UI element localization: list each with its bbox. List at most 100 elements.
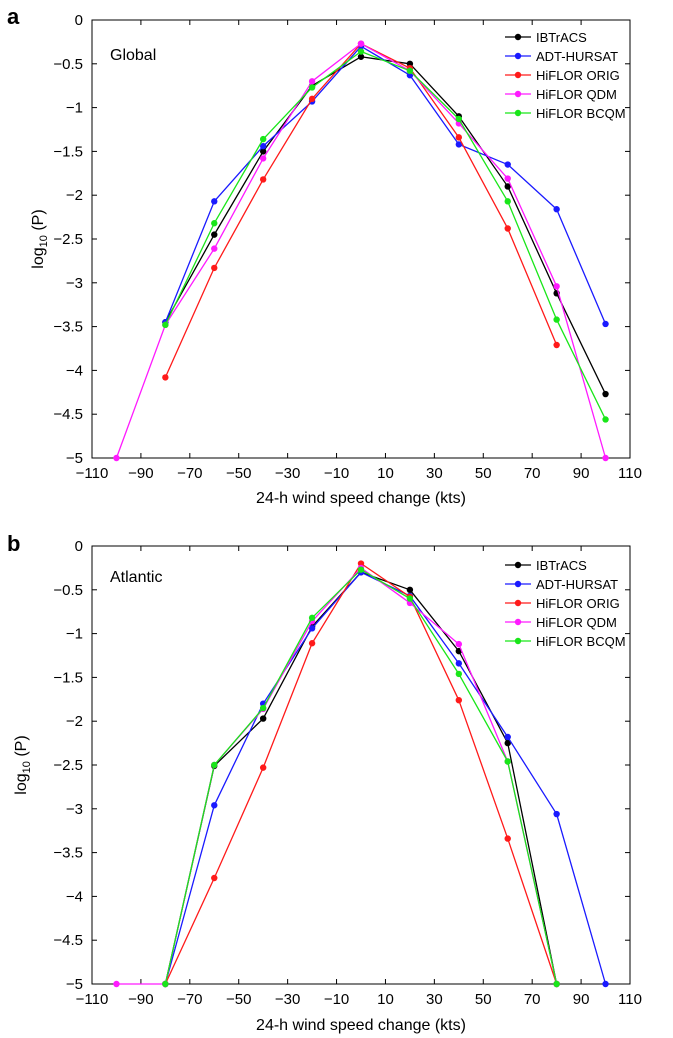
panel-b-legend-label-adt-hursat: ADT-HURSAT — [536, 577, 618, 592]
panel-b-data-point-hiflor-bcqm — [553, 980, 560, 988]
panel-a-data-point-ibtracs — [259, 148, 267, 155]
panel-b-data-point-ibtracs — [406, 586, 414, 593]
panel-a-legend-label-hiflor-qdm: HiFLOR QDM — [536, 87, 617, 102]
panel-b-data-point-adt-hursat — [602, 980, 609, 988]
panel-a-legend-label-ibtracs: IBTrACS — [536, 30, 587, 45]
panel-b-series-line-ibtracs — [164, 571, 558, 985]
panel-a-data-point-hiflor-qdm — [602, 454, 609, 462]
panel-b-x-tick-label: 90 — [573, 991, 590, 1008]
panel-b-legend-marker-adt-hursat — [514, 580, 522, 588]
panel-a-legend-marker-adt-hursat — [514, 52, 522, 60]
panel-b-data-point-hiflor-orig — [259, 764, 267, 771]
panel-b-data-point-hiflor-qdm — [113, 980, 120, 988]
panel-a-x-tick-label: 10 — [377, 465, 394, 482]
panel-b-x-tick-label: 70 — [524, 991, 541, 1008]
panel-a-data-point-ibtracs — [504, 183, 511, 190]
panel-a-data-point-hiflor-orig — [553, 341, 560, 349]
panel-a-data-point-adt-hursat — [602, 320, 609, 328]
panel-b-y-tick-label: −0.5 — [53, 582, 83, 599]
panel-b-y-tick-label: −4.5 — [53, 932, 83, 949]
panel-a-data-point-hiflor-bcqm — [553, 316, 560, 323]
panel-a-data-point-adt-hursat — [259, 142, 267, 150]
panel-a-series-hiflor-bcqm — [162, 48, 609, 423]
panel-a-data-point-hiflor-bcqm — [259, 135, 267, 143]
panel-b-series-ibtracs — [162, 569, 560, 988]
panel-b-data-point-ibtracs — [504, 739, 511, 747]
panel-b-series-adt-hursat — [162, 569, 609, 988]
panel-a-data-point-hiflor-bcqm — [211, 220, 218, 227]
panel-a-data-point-hiflor-qdm — [308, 78, 316, 85]
panel-a-x-tick-label: −70 — [177, 465, 202, 482]
panel-a-data-point-adt-hursat — [406, 71, 414, 79]
panel-b-x-tick-label: −110 — [76, 991, 109, 1008]
panel-b-legend-marker-hiflor-bcqm — [514, 637, 522, 645]
panel-a-data-point-adt-hursat — [504, 161, 511, 168]
panel-b-legend-label-hiflor-bcqm: HiFLOR BCQM — [536, 634, 626, 649]
panel-b-data-point-adt-hursat — [211, 802, 218, 809]
panel-a-y-tick-label: −5 — [66, 450, 83, 467]
panel-a-plot-frame — [91, 19, 631, 459]
panel-b-y-tick-label: −2 — [66, 713, 83, 730]
panel-a-data-point-adt-hursat — [211, 198, 218, 205]
panel-a-series-hiflor-qdm — [113, 40, 609, 462]
panel-a-data-point-hiflor-bcqm — [308, 84, 316, 91]
panel-b-letter: b — [7, 531, 20, 556]
panel-a-data-point-hiflor-bcqm — [504, 198, 511, 205]
panel-a-y-tick-label: −3.5 — [53, 319, 83, 336]
panel-a-x-tick-label: 110 — [618, 465, 642, 482]
panel-b-x-tick-label: −70 — [177, 991, 202, 1008]
panel-b-data-point-hiflor-orig — [504, 835, 511, 842]
panel-b-x-axis-label: 24-h wind speed change (kts) — [256, 1017, 466, 1034]
panel-b-legend-marker-ibtracs — [514, 561, 522, 569]
panel-b-data-point-hiflor-orig — [455, 696, 463, 704]
panel-a-x-tick-label: −90 — [128, 465, 153, 482]
panel-a-legend-marker-hiflor-qdm — [514, 90, 522, 98]
panel-a-x-tick-label: 30 — [426, 465, 443, 482]
panel-a-data-point-hiflor-qdm — [113, 454, 120, 462]
panel-b-legend-marker-hiflor-orig — [514, 599, 522, 607]
panel-a-legend: IBTrACS ADT-HURSAT HiFLOR ORIG HiFLOR QDM Hi… — [505, 30, 626, 121]
panel-a-y-tick-label: −2.5 — [53, 231, 83, 248]
panel-a-data-point-hiflor-orig — [455, 134, 463, 141]
panel-a-data-point-ibtracs — [211, 231, 218, 238]
panel-a-x-tick-label: −30 — [275, 465, 300, 482]
chart-panel-a: −110 −90 −70 −50 −30 −10 10 30 50 70 90 110 0 −0.5 −1 −… — [30, 12, 642, 507]
panel-b-x-tick-label: 110 — [618, 991, 642, 1008]
panel-b-legend-marker-hiflor-qdm — [514, 618, 522, 626]
panel-b-y-tick-label: −2.5 — [53, 757, 83, 774]
panel-b-x-tick-label: −10 — [324, 991, 349, 1008]
panel-a-data-point-hiflor-orig — [308, 95, 316, 103]
panel-b-data-point-hiflor-bcqm — [357, 566, 365, 573]
panel-a-data-point-hiflor-qdm — [211, 245, 218, 252]
panel-a-x-tick-label: 50 — [475, 465, 492, 482]
panel-a-data-point-hiflor-bcqm — [162, 321, 169, 329]
panel-b-legend-label-hiflor-orig: HiFLOR ORIG — [536, 596, 620, 611]
panel-b-data-point-adt-hursat — [553, 810, 560, 818]
panel-a-data-point-adt-hursat — [553, 206, 560, 213]
panel-b-data-point-hiflor-bcqm — [162, 980, 169, 988]
panel-b-data-point-hiflor-bcqm — [406, 595, 414, 602]
panel-a-x-axis-label: 24-h wind speed change (kts) — [256, 490, 466, 507]
panel-b-y-tick-label: −4 — [66, 888, 83, 905]
panel-a-series-line-hiflor-qdm — [115, 43, 607, 459]
panel-b-legend-label-hiflor-qdm: HiFLOR QDM — [536, 615, 617, 630]
panel-b-data-point-ibtracs — [259, 715, 267, 722]
panel-b-data-point-hiflor-bcqm — [259, 704, 267, 712]
panel-a-y-tick-label: 0 — [75, 12, 83, 29]
panel-b-series-line-hiflor-orig — [164, 562, 558, 985]
panel-a-data-point-hiflor-orig — [162, 374, 169, 381]
panel-b-y-tick-label: −3 — [66, 801, 83, 818]
panel-b-y-tick-label: −3.5 — [53, 845, 83, 862]
panel-a-y-tick-label: −4.5 — [53, 406, 83, 423]
panel-b-legend: IBTrACS ADT-HURSAT HiFLOR ORIG HiFLOR QDM Hi… — [505, 558, 626, 649]
panel-a-y-axis-label: log10 (P) — [30, 209, 50, 268]
panel-a-x-tick-label: 90 — [573, 465, 590, 482]
panel-b-y-tick-label: −5 — [66, 976, 83, 993]
panel-b-y-tick-label: −1 — [66, 626, 83, 643]
panel-b-data-point-hiflor-orig — [211, 874, 218, 882]
panel-b-data-point-adt-hursat — [455, 660, 463, 667]
panel-a-legend-label-hiflor-bcqm: HiFLOR BCQM — [536, 106, 626, 121]
panel-b-x-tick-label: 30 — [426, 991, 443, 1008]
panel-b-x-tick-label: −90 — [128, 991, 153, 1008]
panel-a-data-point-hiflor-qdm — [357, 40, 365, 47]
